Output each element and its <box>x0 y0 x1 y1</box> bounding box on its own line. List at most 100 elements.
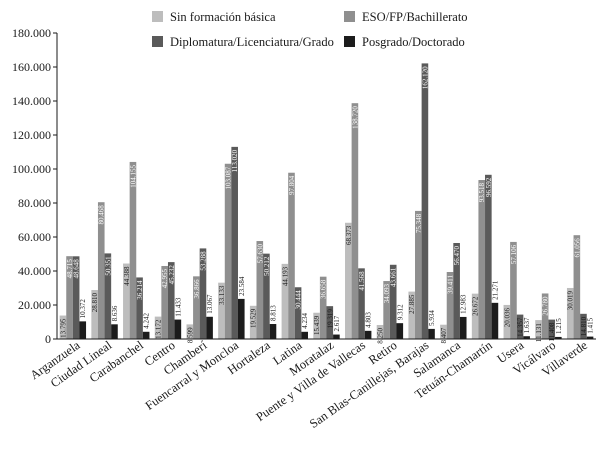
data-label: 15.439 <box>313 315 321 335</box>
bar-3 <box>199 248 207 339</box>
data-label: 8.599 <box>186 327 194 343</box>
bar-2 <box>351 103 359 340</box>
data-label: 44.193 <box>281 266 289 286</box>
bar-3 <box>389 264 397 339</box>
bar-3 <box>485 174 492 339</box>
data-label: 57.106 <box>510 244 518 264</box>
data-label: 28.810 <box>91 293 99 313</box>
bar-1 <box>186 324 194 339</box>
bar-3 <box>548 319 556 339</box>
bar-1 <box>566 287 574 339</box>
bar-3 <box>263 253 270 339</box>
data-label: 33.133 <box>218 285 226 305</box>
bar-2 <box>193 276 200 339</box>
legend-swatch-1 <box>152 11 163 22</box>
data-label: 1.415 <box>587 317 595 333</box>
data-label: 80.468 <box>98 205 106 225</box>
data-label: 26.672 <box>472 296 480 316</box>
data-label: 1.215 <box>555 318 563 334</box>
bar-2 <box>97 202 105 339</box>
bar-3 <box>136 277 143 339</box>
data-label: 14.810 <box>580 316 588 336</box>
bars <box>59 63 594 340</box>
bar-4 <box>459 316 467 339</box>
bar-2 <box>256 241 264 339</box>
bar-3 <box>326 306 334 339</box>
data-label: 27.885 <box>408 294 416 314</box>
data-label: 48.648 <box>73 259 81 279</box>
bar-3 <box>516 314 524 339</box>
bar-4 <box>364 330 372 339</box>
data-label: 4.234 <box>301 313 309 329</box>
data-label: 36.866 <box>193 279 201 299</box>
bar-1 <box>440 324 447 339</box>
bar-2 <box>415 210 422 339</box>
data-label: 68.373 <box>345 225 353 245</box>
bar-3 <box>580 313 587 339</box>
bar-4 <box>269 324 277 339</box>
bar-1 <box>154 316 162 339</box>
bar-3 <box>421 63 429 340</box>
y-tick-label: 120.000 <box>12 128 51 142</box>
bar-2 <box>541 293 549 339</box>
bar-4 <box>142 331 150 339</box>
bar-1 <box>408 291 416 339</box>
data-label: 19.529 <box>250 308 258 328</box>
bar-3 <box>453 243 460 339</box>
data-label: 103.087 <box>225 166 233 189</box>
bar-4 <box>237 298 245 339</box>
data-label: 50.351 <box>104 256 112 276</box>
bar-1 <box>218 282 225 339</box>
data-label: 2.617 <box>333 315 341 331</box>
legend: Sin formación básica ESO/FP/Bachillerato D… <box>152 10 468 49</box>
data-label: 34.093 <box>383 284 391 304</box>
bar-4 <box>79 321 87 339</box>
bar-4 <box>491 302 499 339</box>
data-label: 5.934 <box>428 310 436 326</box>
data-label: 57.630 <box>256 244 264 264</box>
data-label: 9.312 <box>396 304 404 320</box>
bar-3 <box>72 256 80 339</box>
data-label: 19.319 <box>326 309 334 329</box>
data-label: 1.637 <box>523 317 531 333</box>
bar-4 <box>174 319 182 339</box>
data-label: 45.232 <box>168 265 176 285</box>
data-label: 8.407 <box>440 327 448 343</box>
data-label: 41.568 <box>358 271 366 291</box>
bar-2 <box>288 172 295 339</box>
bar-3 <box>231 146 238 339</box>
bar-1 <box>123 263 130 339</box>
y-tick-label: 80.000 <box>18 196 51 210</box>
legend-label-3: Diplomatura/Licenciatura/Grado <box>170 35 334 49</box>
bar-4 <box>206 316 213 339</box>
data-label: 13.795 <box>59 318 67 338</box>
data-label: 11.131 <box>535 323 543 342</box>
bar-2 <box>319 276 327 339</box>
legend-label-2: ESO/FP/Bachillerato <box>362 10 468 24</box>
data-label: 36.214 <box>136 280 144 300</box>
data-label: 50.212 <box>263 256 271 276</box>
data-label: 10.372 <box>79 299 87 319</box>
bar-2 <box>510 241 517 339</box>
bar-4 <box>586 336 594 339</box>
data-label: 162.120 <box>421 66 429 89</box>
data-label: 13.067 <box>206 294 214 314</box>
data-label: 42.955 <box>161 268 169 288</box>
bar-4 <box>333 334 340 339</box>
bar-3 <box>358 268 365 339</box>
data-label: 93.518 <box>478 183 486 203</box>
legend-swatch-3 <box>152 36 163 47</box>
bar-1 <box>91 290 98 339</box>
data-label: 43.661 <box>390 267 398 287</box>
data-label: 39.411 <box>447 275 455 294</box>
y-tick-label: 180.000 <box>12 26 51 40</box>
bar-1 <box>59 315 67 339</box>
bar-4 <box>301 331 308 339</box>
data-label: 138.720 <box>351 106 359 129</box>
data-label: 20.036 <box>503 307 511 327</box>
legend-swatch-2 <box>344 11 355 22</box>
bar-2 <box>383 281 390 339</box>
y-tick-label: 40.000 <box>18 264 51 278</box>
y-tick-label: 100.000 <box>12 162 51 176</box>
